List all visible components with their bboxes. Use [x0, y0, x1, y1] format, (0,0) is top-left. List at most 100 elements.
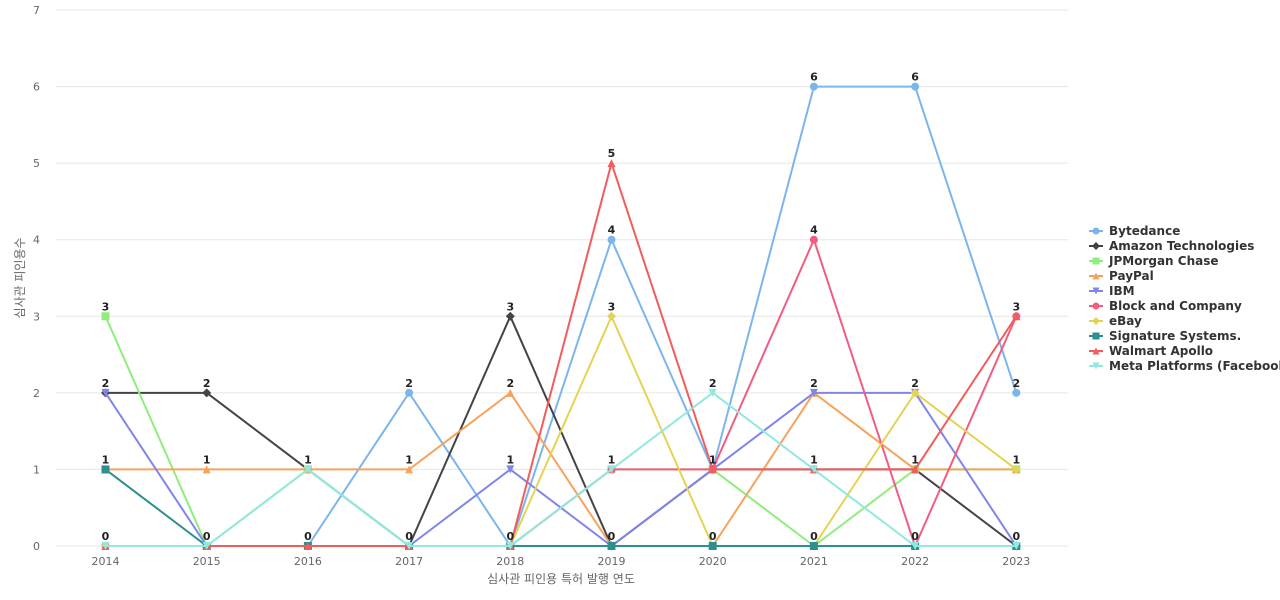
legend-item[interactable]: Signature Systems.: [1089, 329, 1241, 343]
x-tick-label: 2023: [1002, 555, 1030, 568]
data-label: 0: [911, 530, 919, 543]
y-tick-label: 0: [33, 540, 40, 553]
x-tick-label: 2019: [598, 555, 626, 568]
legend-marker: [1092, 332, 1100, 340]
x-tick-label: 2018: [496, 555, 524, 568]
legend-label: IBM: [1109, 284, 1135, 298]
data-label: 1: [203, 453, 211, 466]
data-point: [202, 465, 211, 474]
x-axis-ticks: 2014 2015 2016 2017 2018 2019 2020 2021 2022 2023: [92, 555, 1031, 568]
legend-label: Walmart Apollo: [1109, 344, 1213, 358]
legend-label: PayPal: [1109, 269, 1154, 283]
legend-marker: [1092, 302, 1100, 310]
y-tick-label: 1: [33, 463, 40, 476]
data-label: 0: [102, 530, 110, 543]
y-tick-label: 6: [33, 81, 40, 94]
data-label: 0: [1012, 530, 1020, 543]
data-point: [101, 542, 110, 550]
data-label: 1: [506, 453, 514, 466]
series-line: [105, 391, 1017, 547]
data-label: 2: [1012, 377, 1020, 390]
data-label: 0: [304, 530, 312, 543]
legend-item[interactable]: Block and Company: [1089, 299, 1242, 313]
legend-item[interactable]: IBM: [1089, 284, 1135, 298]
data-label: 2: [911, 377, 919, 390]
legend-item[interactable]: JPMorgan Chase: [1089, 254, 1219, 268]
legend-label: Block and Company: [1109, 299, 1242, 313]
data-label: 1: [102, 453, 110, 466]
data-point: [708, 542, 717, 550]
data-point: [405, 542, 414, 550]
data-label: 1: [304, 453, 312, 466]
data-label: 6: [911, 71, 919, 84]
data-label: 0: [405, 530, 413, 543]
legend-marker: [1092, 242, 1100, 250]
data-point: [506, 465, 515, 474]
data-label: 2: [203, 377, 211, 390]
data-label: 0: [608, 530, 616, 543]
data-point: [202, 388, 212, 398]
x-tick-label: 2022: [901, 555, 929, 568]
legend-marker: [1092, 287, 1100, 295]
x-tick-label: 2017: [395, 555, 423, 568]
legend-item[interactable]: Amazon Technologies: [1089, 239, 1254, 253]
data-point: [303, 465, 312, 474]
data-point: [809, 82, 818, 91]
data-point: [506, 388, 515, 397]
series-9: [101, 388, 1021, 550]
series-line: [105, 391, 1017, 547]
data-point: [708, 465, 717, 474]
legend-item[interactable]: Meta Platforms (Facebook): [1089, 359, 1280, 373]
data-label: 3: [608, 300, 616, 313]
series-8: [101, 159, 1021, 550]
data-point: [607, 235, 616, 244]
legend-label: Signature Systems.: [1109, 329, 1241, 343]
data-point: [303, 542, 312, 550]
legend-item[interactable]: Bytedance: [1089, 224, 1180, 238]
data-label: 1: [1012, 453, 1020, 466]
data-point: [911, 465, 920, 474]
x-tick-label: 2016: [294, 555, 322, 568]
x-tick-label: 2014: [92, 555, 120, 568]
data-label: 1: [608, 453, 616, 466]
y-tick-label: 2: [33, 387, 40, 400]
data-point: [910, 388, 920, 398]
legend-label: Meta Platforms (Facebook): [1109, 359, 1280, 373]
data-label: 4: [608, 224, 616, 237]
data-point: [1012, 542, 1021, 550]
data-point: [202, 542, 211, 550]
data-label: 5: [608, 147, 616, 160]
series-line: [105, 162, 1018, 547]
data-label: 1: [405, 453, 413, 466]
legend-item[interactable]: Walmart Apollo: [1089, 344, 1213, 358]
legend-item[interactable]: eBay: [1089, 314, 1142, 328]
series-lines: [101, 82, 1021, 551]
y-tick-label: 4: [33, 234, 40, 247]
legend-marker: [1092, 362, 1100, 370]
data-point: [101, 312, 110, 321]
data-point: [607, 465, 616, 474]
legend-item[interactable]: PayPal: [1089, 269, 1154, 283]
data-point: [809, 542, 818, 550]
data-point: [505, 311, 515, 321]
legend-label: JPMorgan Chase: [1108, 254, 1219, 268]
data-label: 1: [810, 453, 818, 466]
series-6: [101, 311, 1021, 551]
data-label: 0: [810, 530, 818, 543]
data-point: [405, 465, 414, 474]
data-label: 1: [709, 453, 717, 466]
data-point: [607, 542, 616, 550]
x-tick-label: 2021: [800, 555, 828, 568]
data-point: [1011, 464, 1021, 474]
data-point: [101, 388, 110, 397]
data-point: [506, 542, 515, 550]
data-label: 3: [102, 300, 110, 313]
data-label: 1: [911, 453, 919, 466]
y-tick-label: 7: [33, 4, 40, 17]
legend-label: Bytedance: [1109, 224, 1180, 238]
y-axis-title: 심사관 피인용수: [13, 237, 27, 318]
